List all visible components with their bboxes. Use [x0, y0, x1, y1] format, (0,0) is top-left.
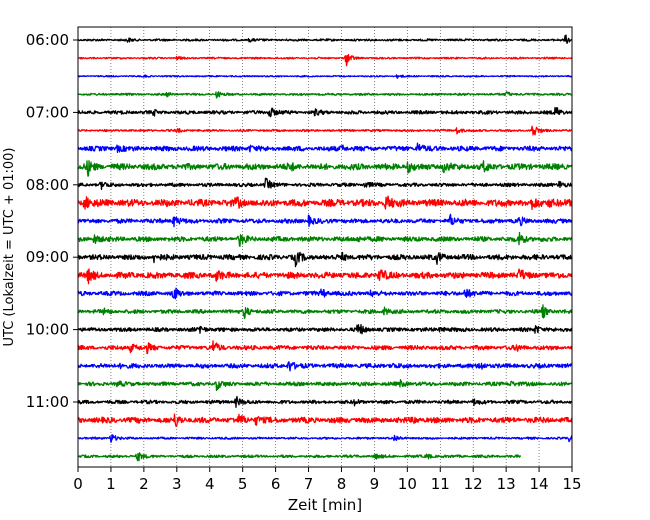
plot-frame	[77, 26, 573, 468]
x-tick-label-14: 14	[530, 475, 549, 493]
trace-row-0945	[77, 304, 573, 320]
x-tick-label-11: 11	[431, 475, 450, 493]
trace-row-0815	[77, 195, 573, 210]
trace-row-0800	[77, 177, 573, 191]
y-tick-label-4: 10:00	[26, 321, 69, 339]
y-tick-label-1: 07:00	[26, 103, 69, 121]
x-tick-label-8: 8	[337, 475, 347, 493]
trace-row-0915	[77, 268, 573, 285]
x-axis-ticks: 0 1 2 3 4 5 6 7 8 9 10 11 12 13 14 15	[73, 467, 582, 493]
trace-row-1030	[77, 361, 573, 372]
x-tick-label-6: 6	[271, 475, 281, 493]
x-tick-label-13: 13	[497, 475, 516, 493]
trace-row-1000	[77, 324, 573, 335]
x-tick-label-0: 0	[73, 475, 83, 493]
y-tick-label-2: 08:00	[26, 176, 69, 194]
x-tick-label-1: 1	[106, 475, 116, 493]
x-tick-label-7: 7	[304, 475, 314, 493]
y-axis-ticks: 06:00 07:00 08:00 09:00 10:00 11:00	[26, 31, 78, 411]
x-tick-label-5: 5	[238, 475, 248, 493]
trace-row-0700	[77, 106, 573, 118]
trace-row-1045	[77, 378, 573, 392]
y-axis-title: UTC (Lokalzeit = UTC + 01:00)	[2, 148, 17, 347]
trace-row-0900	[77, 251, 573, 268]
x-tick-label-15: 15	[562, 475, 581, 493]
x-tick-label-12: 12	[464, 475, 483, 493]
trace-row-0715	[77, 125, 573, 136]
trace-row-0930	[77, 287, 573, 300]
x-axis-title: Zeit [min]	[288, 496, 362, 514]
vertical-gridlines	[110, 27, 540, 467]
y-tick-label-3: 09:00	[26, 248, 69, 266]
trace-row-0600	[77, 34, 573, 44]
trace-row-1100	[77, 395, 573, 408]
trace-row-1115	[77, 413, 573, 427]
trace-row-0845	[77, 231, 573, 247]
trace-row-0630	[77, 74, 573, 79]
trace-row-0615	[77, 53, 573, 67]
seismogram-traces	[77, 34, 573, 462]
y-tick-label-5: 11:00	[26, 393, 69, 411]
trace-row-0730	[77, 142, 573, 154]
x-tick-label-2: 2	[139, 475, 149, 493]
x-tick-label-9: 9	[370, 475, 380, 493]
trace-row-0745	[77, 160, 573, 177]
trace-row-1015	[77, 340, 573, 355]
trace-row-1130	[77, 434, 573, 443]
x-tick-label-3: 3	[172, 475, 182, 493]
x-tick-label-10: 10	[398, 475, 417, 493]
trace-row-1145	[77, 452, 522, 462]
trace-row-0645	[77, 91, 573, 99]
y-tick-label-0: 06:00	[26, 31, 69, 49]
trace-row-0830	[77, 213, 573, 228]
x-tick-label-4: 4	[205, 475, 215, 493]
